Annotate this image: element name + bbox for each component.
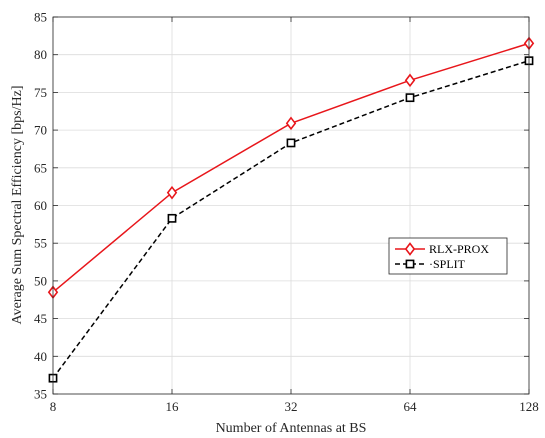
data-point-split-2: [286, 138, 296, 148]
y-axis-label: Average Sum Spectral Efficiency [bps/Hz]: [10, 86, 25, 325]
x-axis-label: Number of Antennas at BS: [216, 421, 367, 436]
x-tick-label-3: 64: [404, 399, 418, 414]
x-tick-label-4: 128: [519, 399, 539, 414]
y-tick-label-5: 60: [34, 198, 47, 213]
y-tick-label-9: 80: [34, 47, 47, 62]
y-tick-label-1: 40: [34, 349, 47, 364]
legend-marker-rlx-prox: [404, 242, 416, 256]
legend-marker-split: [405, 259, 415, 269]
y-tick-label-0: 35: [34, 387, 47, 402]
data-point-rlx-prox-1: [166, 185, 178, 200]
y-tick-label-3: 50: [34, 273, 47, 288]
x-tick-label-0: 8: [50, 399, 57, 414]
data-point-split-1: [167, 213, 177, 223]
y-tick-label-7: 70: [34, 123, 47, 138]
y-tick-label-4: 55: [34, 236, 47, 251]
data-point-rlx-prox-2: [285, 116, 297, 131]
legend-label-split: ·SPLIT: [429, 257, 466, 271]
y-tick-label-2: 45: [34, 311, 47, 326]
y-tick-label-6: 65: [34, 160, 47, 175]
data-point-rlx-prox-3: [404, 73, 416, 88]
x-tick-label-1: 16: [166, 399, 180, 414]
legend: RLX-PROX·SPLIT: [388, 237, 508, 275]
series-rlx-prox: [47, 36, 535, 300]
data-point-split-3: [405, 93, 415, 103]
legend-label-rlx-prox: RLX-PROX: [429, 242, 489, 256]
y-tick-label-10: 85: [34, 10, 47, 25]
x-tick-label-2: 32: [285, 399, 298, 414]
y-tick-label-8: 75: [34, 85, 47, 100]
series-group: [47, 36, 535, 383]
ticks-group: 8 16 32 64 128 35 40 45 50 55 60 65 70 75 80 85: [34, 10, 539, 415]
